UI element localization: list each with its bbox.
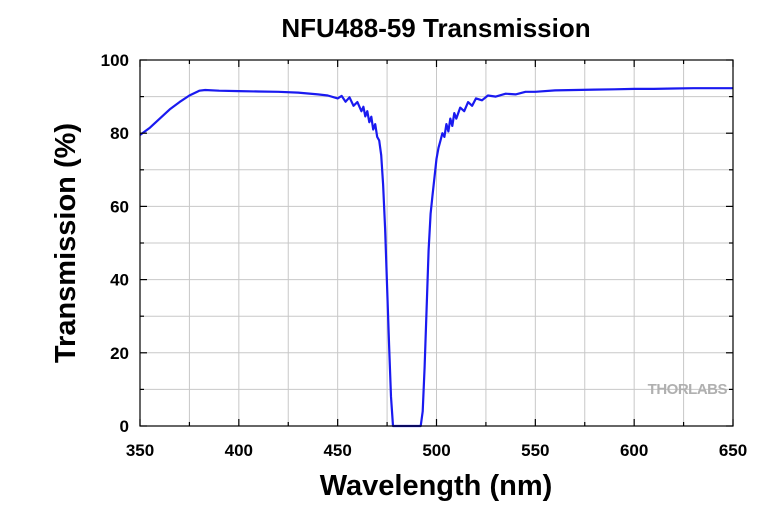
- y-tick-label: 100: [101, 51, 129, 70]
- y-tick-label: 20: [110, 344, 129, 363]
- chart-title: NFU488-59 Transmission: [281, 13, 590, 43]
- y-tick-label: 60: [110, 197, 129, 216]
- x-tick-labels: 350 400 450 500 550 600 650: [126, 441, 747, 460]
- y-tick-label: 80: [110, 124, 129, 143]
- x-tick-label: 550: [521, 441, 549, 460]
- x-tick-label: 600: [620, 441, 648, 460]
- x-axis-label: Wavelength (nm): [320, 470, 553, 502]
- thorlabs-watermark: THORLABS: [648, 381, 728, 398]
- x-tick-label: 500: [422, 441, 450, 460]
- x-tick-label: 650: [719, 441, 747, 460]
- y-tick-label: 40: [110, 271, 129, 290]
- x-tick-label: 450: [323, 441, 351, 460]
- y-tick-labels: 0 20 40 60 80 100: [101, 51, 129, 436]
- x-tick-label: 400: [225, 441, 253, 460]
- x-tick-label: 350: [126, 441, 154, 460]
- y-axis-label: Transmission (%): [50, 123, 82, 363]
- axis-ticks: [139, 59, 734, 427]
- y-tick-label: 0: [120, 417, 129, 436]
- grid: [140, 60, 733, 426]
